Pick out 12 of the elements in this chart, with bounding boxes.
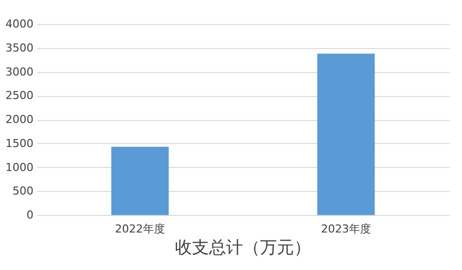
y-tick-label: 3000: [6, 65, 34, 78]
y-tick-label: 1000: [6, 160, 34, 174]
y-tick-label: 1500: [6, 136, 34, 150]
y-tick-label: 500: [12, 184, 34, 198]
text: 收支总计（万元）: [175, 238, 311, 258]
y-tick-label: 4000: [6, 18, 34, 30]
x-tick-label: 2022年度: [115, 222, 165, 236]
x-tick-label: 2023年度: [321, 222, 371, 236]
y-tick-label: 0: [26, 208, 34, 222]
y-tick-label: 2500: [6, 89, 34, 102]
y-tick-label: 3500: [6, 41, 34, 54]
y-tick-label: 2000: [6, 113, 34, 126]
